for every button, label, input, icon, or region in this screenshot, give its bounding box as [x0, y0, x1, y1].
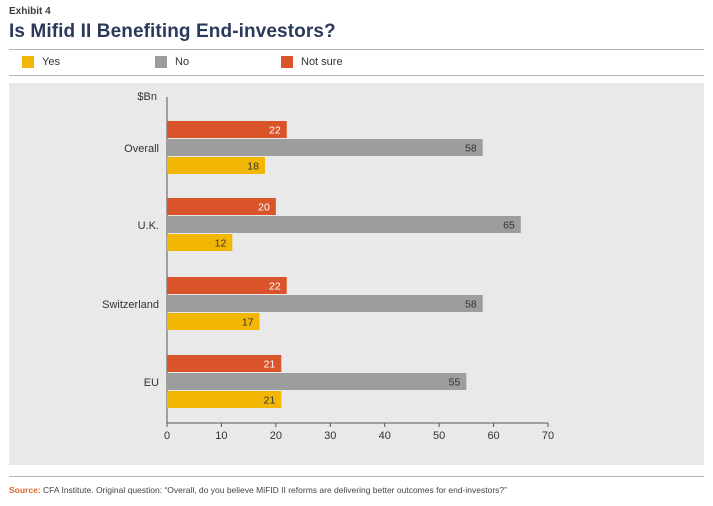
bar-chart: $Bn 0 10 20 30 40 50 60 70 Overall 22 58 18 U.K. 20 65 1…	[102, 91, 554, 442]
x-tick-label: 50	[433, 430, 445, 442]
data-label: 22	[269, 281, 281, 293]
legend: Yes No Not sure	[0, 53, 713, 73]
bar-yes	[167, 234, 233, 251]
x-tick-label: 70	[542, 430, 554, 442]
data-label: 18	[247, 161, 259, 173]
data-label: 55	[449, 377, 461, 389]
source-note: Source: CFA Institute. Original question…	[9, 485, 507, 495]
data-label: 58	[465, 299, 477, 311]
source-text: CFA Institute. Original question: “Overa…	[43, 485, 507, 495]
data-label: 12	[215, 238, 227, 250]
bar-not-sure	[167, 198, 276, 215]
x-tick-label: 40	[379, 430, 391, 442]
category-label: Overall	[124, 143, 159, 155]
x-tick-label: 10	[215, 430, 227, 442]
legend-item-not-sure: Not sure	[281, 53, 343, 71]
exhibit-label: Exhibit 4	[9, 6, 51, 17]
plot-panel: $Bn 0 10 20 30 40 50 60 70 Overall 22 58 18 U.K. 20 65 1…	[9, 83, 704, 465]
data-label: 21	[264, 359, 276, 371]
data-label: 22	[269, 125, 281, 137]
source-prefix: Source:	[9, 485, 41, 495]
data-label: 58	[465, 143, 477, 155]
category-label: EU	[144, 377, 159, 389]
data-label: 17	[242, 317, 254, 329]
legend-label-no: No	[175, 56, 190, 68]
legend-label-yes: Yes	[42, 56, 60, 68]
footer-divider	[9, 476, 704, 477]
bar-not-sure	[167, 277, 287, 294]
legend-divider	[9, 75, 704, 76]
title-divider	[9, 49, 704, 50]
legend-item-yes: Yes	[22, 53, 60, 71]
bar-not-sure	[167, 355, 282, 372]
bar-no	[167, 216, 521, 233]
legend-swatch-yes	[22, 56, 34, 68]
bar-yes	[167, 313, 260, 330]
x-tick-label: 0	[164, 430, 170, 442]
category-label: Switzerland	[102, 299, 159, 311]
data-label: 21	[264, 395, 276, 407]
data-label: 65	[503, 220, 515, 232]
legend-item-no: No	[155, 53, 189, 71]
bar-no	[167, 373, 467, 390]
category-label: U.K.	[138, 220, 159, 232]
data-label: 20	[258, 202, 270, 214]
bar-no	[167, 139, 483, 156]
unit-label: $Bn	[137, 91, 157, 103]
x-tick-label: 20	[270, 430, 282, 442]
legend-swatch-no	[155, 56, 167, 68]
bar-no	[167, 295, 483, 312]
chart-title: Is Mifid II Benefiting End-investors?	[9, 21, 336, 42]
bar-yes	[167, 157, 265, 174]
bar-not-sure	[167, 121, 287, 138]
bar-yes	[167, 391, 282, 408]
legend-swatch-not-sure	[281, 56, 293, 68]
legend-label-not-sure: Not sure	[301, 56, 343, 68]
x-tick-label: 60	[487, 430, 499, 442]
x-tick-label: 30	[324, 430, 336, 442]
